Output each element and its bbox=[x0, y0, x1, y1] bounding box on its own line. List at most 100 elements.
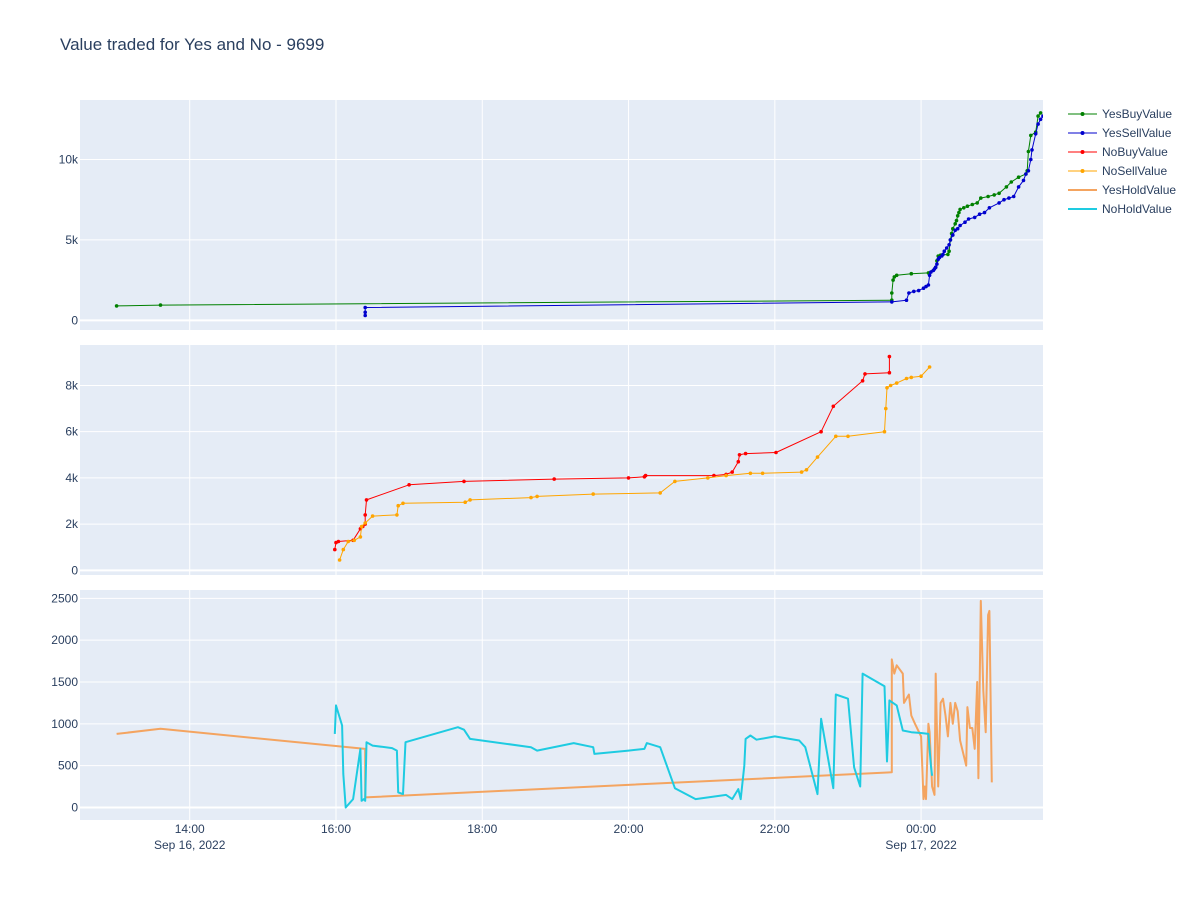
data-point bbox=[336, 539, 341, 544]
data-point bbox=[992, 193, 996, 197]
x-axis: 14:00 Sep 16, 2022 16:00 18:00 20:00 22:00 00:… bbox=[154, 822, 957, 852]
data-point bbox=[706, 476, 710, 480]
legend-item-YesSellValue[interactable]: YesSellValue bbox=[1068, 126, 1172, 140]
x-tick-label: 14:00 bbox=[175, 822, 205, 836]
data-point bbox=[736, 459, 741, 464]
data-point bbox=[346, 539, 351, 544]
y-tick-label: 1000 bbox=[51, 717, 78, 731]
plot-background bbox=[80, 100, 1043, 330]
legend-item-NoHoldValue[interactable]: NoHoldValue bbox=[1068, 202, 1172, 216]
chart-title: Value traded for Yes and No - 9699 bbox=[60, 35, 324, 54]
data-point bbox=[643, 473, 648, 478]
data-point bbox=[957, 210, 961, 215]
x-tick-label: 22:00 bbox=[760, 822, 790, 836]
y-tick-label: 5k bbox=[65, 233, 79, 247]
data-point bbox=[958, 207, 962, 212]
data-point bbox=[1016, 175, 1021, 179]
plot-background bbox=[80, 345, 1043, 575]
data-point bbox=[1041, 114, 1043, 118]
data-point bbox=[535, 494, 539, 499]
legend[interactable]: YesBuyValue YesSellValue NoBuyValue NoSellV… bbox=[1068, 107, 1176, 216]
y-tick-label: 0 bbox=[71, 563, 78, 577]
data-point bbox=[363, 305, 368, 310]
legend-label: NoBuyValue bbox=[1102, 145, 1168, 159]
data-point bbox=[364, 498, 369, 502]
data-point bbox=[942, 249, 947, 253]
y-tick-label: 2000 bbox=[51, 633, 78, 647]
y-tick-label: 10k bbox=[59, 153, 79, 167]
data-point bbox=[882, 429, 887, 434]
legend-item-NoSellValue[interactable]: NoSellValue bbox=[1068, 164, 1167, 178]
data-point bbox=[1029, 157, 1033, 162]
series-line bbox=[333, 672, 934, 809]
data-point bbox=[909, 271, 914, 276]
plot-background bbox=[80, 590, 1043, 820]
data-point bbox=[760, 471, 765, 476]
legend-item-YesBuyValue[interactable]: YesBuyValue bbox=[1068, 107, 1172, 121]
data-point bbox=[352, 538, 357, 543]
data-point bbox=[958, 223, 962, 228]
data-point bbox=[894, 273, 899, 278]
data-point bbox=[462, 479, 466, 484]
legend-label: NoHoldValue bbox=[1102, 202, 1172, 216]
series-line bbox=[116, 599, 993, 801]
data-point bbox=[1038, 111, 1043, 115]
data-point bbox=[933, 265, 938, 270]
panel-1: 0 5k 10k bbox=[59, 100, 1043, 330]
data-point bbox=[904, 376, 909, 381]
data-point bbox=[979, 196, 983, 200]
data-point bbox=[1024, 172, 1028, 176]
legend-label: YesSellValue bbox=[1102, 126, 1172, 140]
data-point bbox=[363, 310, 368, 315]
x-tick-label: 00:00 bbox=[906, 822, 936, 836]
data-point bbox=[529, 495, 533, 500]
series-YesHoldValue bbox=[116, 599, 993, 801]
data-point bbox=[948, 238, 953, 242]
data-point bbox=[963, 220, 967, 224]
panel-3: 0 500 1000 1500 2000 2500 bbox=[51, 590, 1043, 820]
data-point bbox=[626, 476, 631, 480]
data-point bbox=[468, 498, 472, 502]
data-point bbox=[359, 524, 364, 529]
data-point bbox=[363, 521, 368, 525]
data-point bbox=[955, 214, 960, 218]
x-tick-label: 20:00 bbox=[614, 822, 644, 836]
series-NoHoldValue bbox=[333, 672, 934, 809]
y-tick-label: 8k bbox=[65, 378, 79, 392]
data-point bbox=[1009, 180, 1014, 184]
data-point bbox=[1004, 185, 1009, 189]
data-point bbox=[1002, 197, 1006, 202]
legend-item-YesHoldValue[interactable]: YesHoldValue bbox=[1068, 183, 1176, 197]
data-point bbox=[1011, 194, 1016, 199]
data-point bbox=[987, 206, 992, 210]
x-tick-date-label: Sep 17, 2022 bbox=[885, 838, 957, 852]
legend-item-NoBuyValue[interactable]: NoBuyValue bbox=[1068, 145, 1168, 159]
data-point bbox=[912, 289, 916, 294]
data-point bbox=[846, 434, 850, 439]
legend-marker bbox=[1080, 150, 1085, 154]
legend-label: YesBuyValue bbox=[1102, 107, 1172, 121]
data-point bbox=[724, 473, 728, 478]
data-point bbox=[712, 473, 716, 478]
data-point bbox=[944, 246, 949, 250]
data-point bbox=[977, 212, 982, 216]
data-point bbox=[395, 513, 399, 517]
data-point bbox=[885, 386, 889, 390]
y-tick-label: 6k bbox=[65, 425, 79, 439]
data-point bbox=[743, 451, 748, 456]
y-tick-label: 0 bbox=[71, 800, 78, 814]
data-point bbox=[363, 513, 368, 517]
y-tick-label: 2500 bbox=[51, 591, 78, 605]
data-point bbox=[887, 370, 892, 375]
legend-label: NoSellValue bbox=[1102, 164, 1167, 178]
data-point bbox=[831, 404, 836, 409]
data-point bbox=[965, 204, 970, 208]
data-point bbox=[888, 383, 893, 388]
data-point bbox=[341, 547, 346, 552]
data-point bbox=[591, 492, 595, 496]
data-point bbox=[819, 429, 823, 434]
data-point bbox=[1038, 117, 1043, 122]
y-tick-label: 500 bbox=[58, 759, 78, 773]
data-point bbox=[552, 477, 556, 481]
